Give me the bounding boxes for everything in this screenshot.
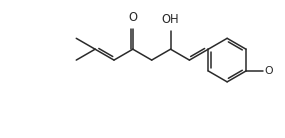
Text: O: O	[128, 11, 137, 24]
Text: OH: OH	[162, 13, 179, 26]
Text: O: O	[264, 66, 273, 76]
